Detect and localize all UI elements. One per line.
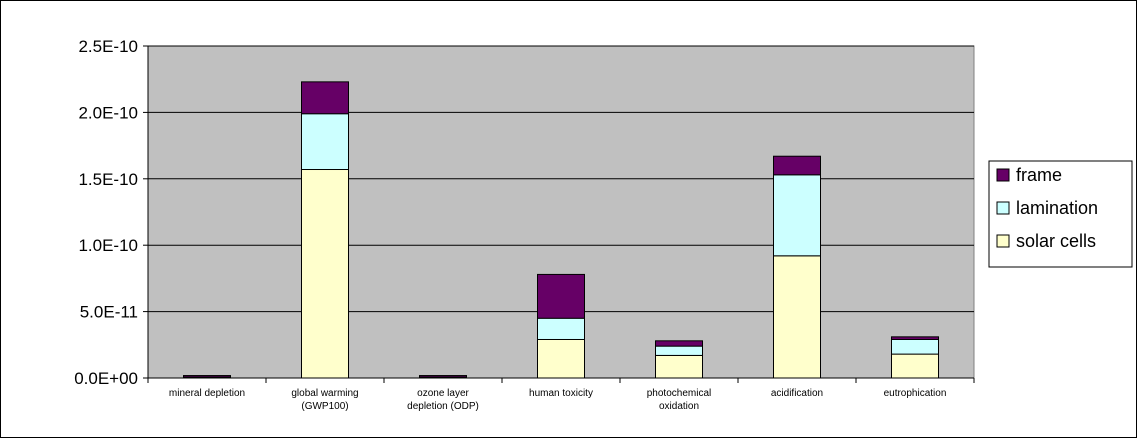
x-tick-label: ozone layer [417,388,469,399]
bar-segment-lamination [301,113,349,171]
legend-label: frame [1016,165,1062,185]
y-tick-label: 2.5E-10 [78,37,138,56]
x-tick-label: mineral depletion [169,388,245,399]
y-tick-label: 2.0E-10 [78,103,138,122]
y-tick-label: 1.0E-10 [78,236,138,255]
bar-segment-frame [301,81,349,115]
x-tick-label: global warming [291,388,358,399]
y-tick-label: 1.5E-10 [78,170,138,189]
bar-segment-lamination [537,317,585,340]
y-tick-label: 5.0E-11 [80,303,138,322]
y-tick-label: 0.0E+00 [74,369,138,388]
bar-segment-frame [773,155,821,176]
bar-segment-solar-cells [773,255,821,379]
legend-swatch-lamination [996,201,1010,215]
legend-box [988,160,1133,268]
bar-segment-lamination [773,174,821,257]
x-tick-label: eutrophication [884,388,947,399]
x-tick-label: oxidation [659,401,699,412]
bar-segment-frame [183,375,231,378]
y-axis-ticks: 0.0E+00 5.0E-11 1.0E-10 1.5E-10 2.0E-10 2.5E-… [74,37,148,388]
bar-segment-solar-cells [537,338,585,379]
legend-swatch-frame [996,168,1010,182]
bar-segment-frame [419,375,467,378]
x-tick-label: depletion (ODP) [407,401,479,412]
x-tick-label: photochemical [647,388,711,399]
legend-label: lamination [1016,198,1098,218]
x-tick-label: (GWP100) [301,401,348,412]
bar-segment-frame [655,340,703,347]
legend: frame lamination solar cells [988,160,1133,268]
legend-swatch-solar-cells [996,234,1010,248]
bar-segment-solar-cells [891,353,939,379]
bar-segment-lamination [891,338,939,355]
x-axis-labels: mineral depletion global warming (GWP100) o… [147,378,975,412]
bar-segment-lamination [655,345,703,356]
bar-segment-solar-cells [301,169,349,379]
bar-segment-solar-cells [655,354,703,379]
x-tick-label: acidification [771,388,823,399]
bar-segment-frame [891,336,939,340]
gridlines [148,45,974,313]
x-tick-label: human toxicity [529,388,593,399]
bar-segment-frame [537,273,585,319]
axes [147,46,974,379]
legend-label: solar cells [1016,231,1096,251]
